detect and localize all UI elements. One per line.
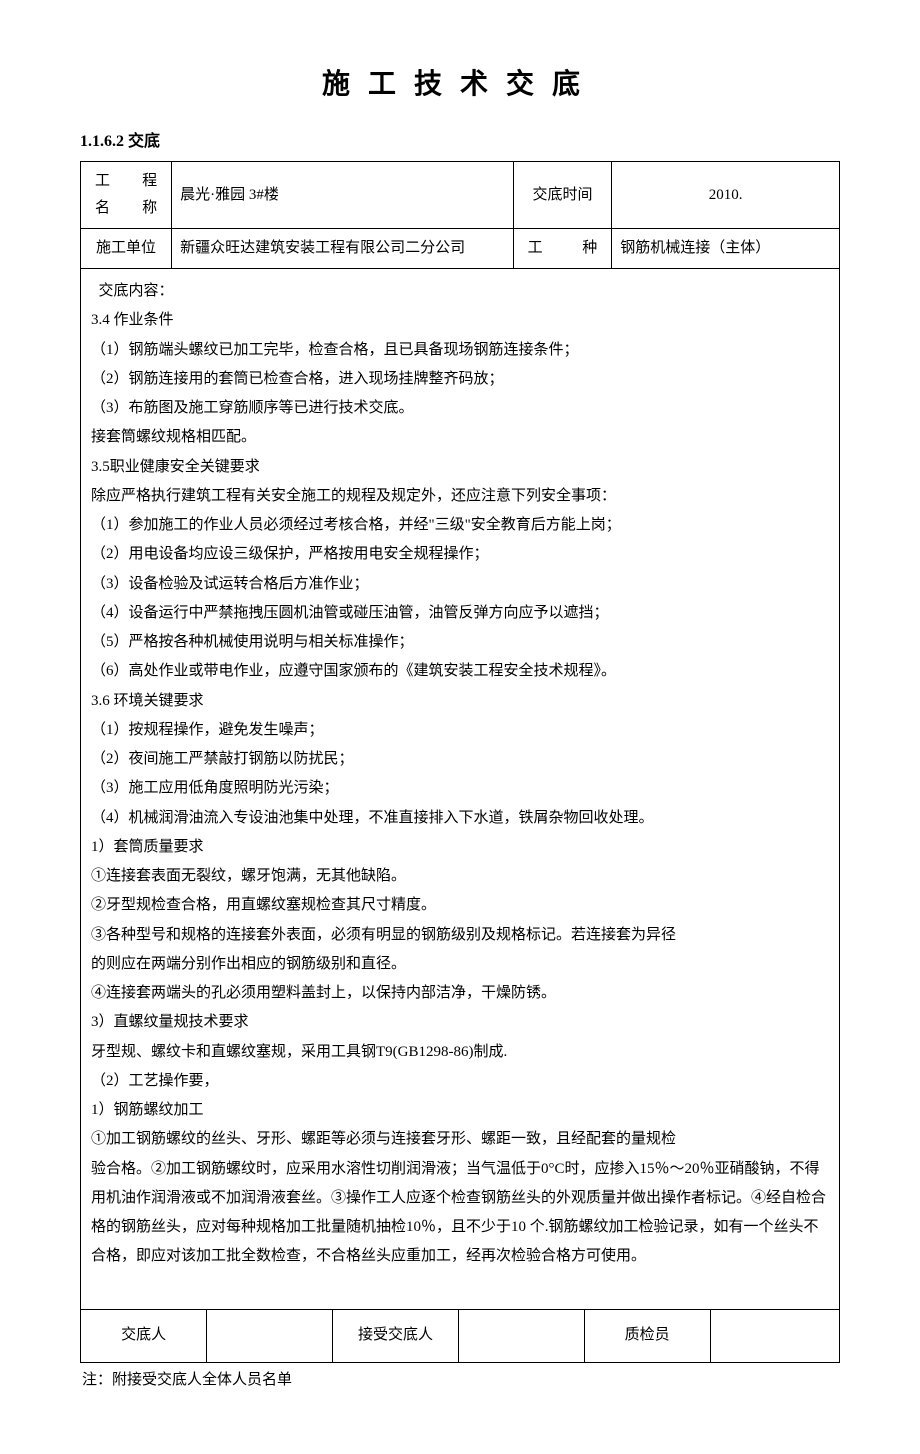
value-project-name: 晨光·雅园 3#楼 (172, 162, 514, 229)
content-line: （2）钢筋连接用的套筒已检查合格，进入现场挂牌整齐码放； (91, 365, 829, 394)
sig-value-1 (207, 1310, 333, 1362)
content-line: （6）高处作业或带电作业，应遵守国家颁布的《建筑安装工程安全技术规程》。 (91, 657, 829, 686)
signature-row: 交底人 接受交底人 质检员 (81, 1309, 840, 1362)
sig-label-2: 接受交底人 (333, 1310, 459, 1362)
sig-value-3 (710, 1310, 839, 1362)
content-line: 牙型规、螺纹卡和直螺纹塞规，采用工具钢T9(GB1298-86)制成. (91, 1038, 829, 1067)
sig-label-3: 质检员 (584, 1310, 710, 1362)
content-line: 3.6 环境关键要求 (91, 687, 829, 716)
content-cell: 交底内容： 3.4 作业条件（1）钢筋端头螺纹已加工完毕，检查合格，且已具备现场… (81, 269, 840, 1310)
document-title: 施工技术交底 (80, 60, 840, 110)
content-line: （2）工艺操作要， (91, 1067, 829, 1096)
content-line: 3.5职业健康安全关键要求 (91, 453, 829, 482)
content-line: 接套筒螺纹规格相匹配。 (91, 423, 829, 452)
value-work-type: 钢筋机械连接（主体） (612, 229, 840, 269)
content-row: 交底内容： 3.4 作业条件（1）钢筋端头螺纹已加工完毕，检查合格，且已具备现场… (81, 269, 840, 1310)
content-line: 3.4 作业条件 (91, 306, 829, 335)
main-table: 工 程 名 称 晨光·雅园 3#楼 交底时间 2010. 施工单位 新疆众旺达建… (80, 161, 840, 1363)
content-line: 除应严格执行建筑工程有关安全施工的规程及规定外，还应注意下列安全事项： (91, 482, 829, 511)
content-line: （1）按规程操作，避免发生噪声； (91, 716, 829, 745)
content-line: ③各种型号和规格的连接套外表面，必须有明显的钢筋级别及规格标记。若连接套为异径 (91, 921, 829, 950)
sig-value-2 (458, 1310, 584, 1362)
header-row-2: 施工单位 新疆众旺达建筑安装工程有限公司二分公司 工 种 钢筋机械连接（主体） (81, 229, 840, 269)
content-line: ①加工钢筋螺纹的丝头、牙形、螺距等必须与连接套牙形、螺距一致，且经配套的量规检 (91, 1125, 829, 1154)
content-line (91, 1272, 829, 1301)
content-line: 1）套筒质量要求 (91, 833, 829, 862)
content-line: （1）参加施工的作业人员必须经过考核合格，并经"三级"安全教育后方能上岗； (91, 511, 829, 540)
footnote: 注：附接受交底人全体人员名单 (80, 1367, 840, 1394)
content-line: 的则应在两端分别作出相应的钢筋级别和直径。 (91, 950, 829, 979)
content-line: ①连接套表面无裂纹，螺牙饱满，无其他缺陷。 (91, 862, 829, 891)
content-body: 3.4 作业条件（1）钢筋端头螺纹已加工完毕，检查合格，且已具备现场钢筋连接条件… (91, 306, 829, 1301)
content-line: ②牙型规检查合格，用直螺纹塞规检查其尺寸精度。 (91, 891, 829, 920)
section-number: 1.1.6.2 交底 (80, 128, 840, 157)
label-construction-unit: 施工单位 (81, 229, 172, 269)
signature-table: 交底人 接受交底人 质检员 (81, 1310, 839, 1362)
content-line: （3）布筋图及施工穿筋顺序等已进行技术交底。 (91, 394, 829, 423)
content-line: （3）设备检验及试运转合格后方准作业； (91, 570, 829, 599)
content-line: （1）钢筋端头螺纹已加工完毕，检查合格，且已具备现场钢筋连接条件； (91, 336, 829, 365)
content-line: （2）夜间施工严禁敲打钢筋以防扰民； (91, 745, 829, 774)
content-line: （3）施工应用低角度照明防光污染； (91, 774, 829, 803)
content-line: （4）设备运行中严禁拖拽压圆机油管或碰压油管，油管反弹方向应予以遮挡； (91, 599, 829, 628)
content-line: 1）钢筋螺纹加工 (91, 1096, 829, 1125)
label-date: 交底时间 (513, 162, 612, 229)
content-line: ④连接套两端头的孔必须用塑料盖封上，以保持内部洁净，干燥防锈。 (91, 979, 829, 1008)
content-line: 3）直螺纹量规技术要求 (91, 1008, 829, 1037)
content-line: （4）机械润滑油流入专设油池集中处理，不准直接排入下水道，铁屑杂物回收处理。 (91, 804, 829, 833)
label-project-name: 工 程 名 称 (81, 162, 172, 229)
label-work-type: 工 种 (513, 229, 612, 269)
value-date: 2010. (612, 162, 840, 229)
value-construction-unit: 新疆众旺达建筑安装工程有限公司二分公司 (172, 229, 514, 269)
content-line: （5）严格按各种机械使用说明与相关标准操作； (91, 628, 829, 657)
content-line: 验合格。②加工钢筋螺纹时，应采用水溶性切削润滑液；当气温低于0°C时，应掺入15… (91, 1155, 829, 1272)
content-line: （2）用电设备均应设三级保护，严格按用电安全规程操作； (91, 540, 829, 569)
content-heading: 交底内容： (91, 277, 829, 306)
sig-label-1: 交底人 (81, 1310, 207, 1362)
header-row-1: 工 程 名 称 晨光·雅园 3#楼 交底时间 2010. (81, 162, 840, 229)
